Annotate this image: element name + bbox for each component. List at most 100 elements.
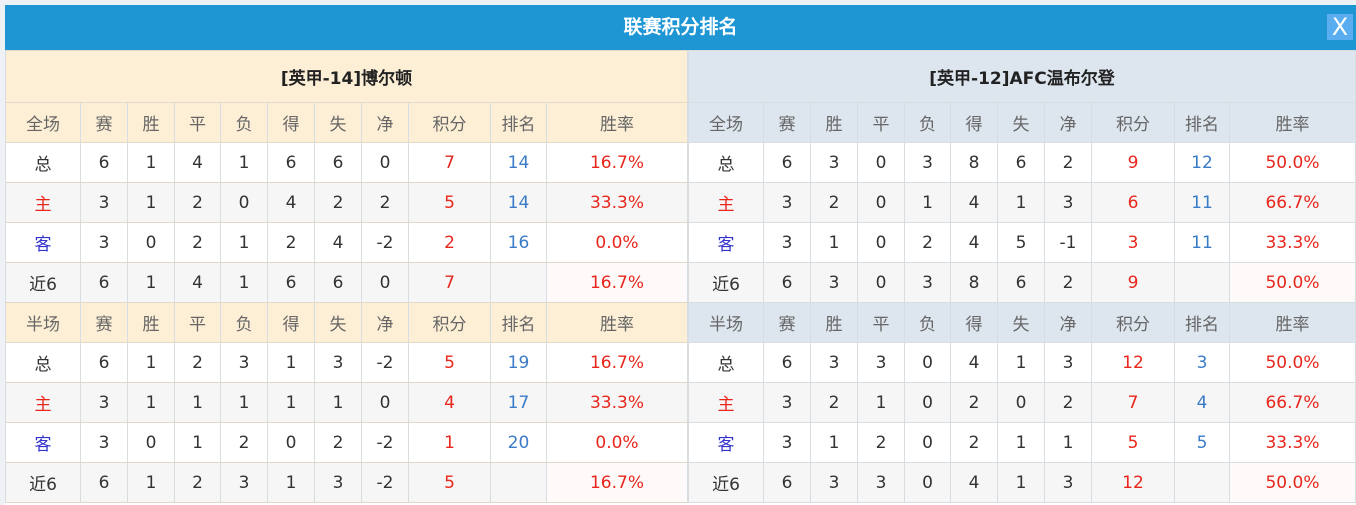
cell-goals-for: 4 (950, 462, 998, 503)
cell-rank: 16 (490, 222, 547, 263)
cell-drawn: 0 (857, 142, 905, 183)
cell-goal-diff: 2 (1044, 262, 1092, 303)
cell-points: 3 (1091, 222, 1175, 263)
cell-drawn: 0 (857, 222, 905, 263)
cell-points: 4 (408, 382, 491, 423)
cell-win-rate: 16.7% (546, 142, 688, 183)
away-team-table: [英甲-12]AFC温布尔登 全场赛胜平负得失净积分 排名 胜率总 6 3 0 3 8 6 2 9 12… (688, 50, 1356, 503)
column-header-goal-diff: 净 (361, 102, 409, 143)
column-header-drawn: 平 (857, 302, 905, 343)
cell-goal-diff: 3 (1044, 462, 1092, 503)
cell-win-rate: 33.3% (546, 182, 688, 223)
column-header-lost: 负 (220, 102, 268, 143)
cell-label: 主 (688, 182, 764, 223)
cell-goals-for: 0 (267, 422, 315, 463)
cell-rank (490, 262, 547, 303)
cell-rank: 14 (490, 182, 547, 223)
column-header-win-rate: 胜率 (1229, 102, 1356, 143)
team-name: [英甲-12]AFC温布尔登 (688, 50, 1356, 103)
cell-points: 7 (408, 262, 491, 303)
cell-win-rate: 66.7% (1229, 382, 1356, 423)
cell-goals-for: 1 (267, 382, 315, 423)
cell-goals-for: 2 (267, 222, 315, 263)
cell-goals-against: 2 (314, 422, 362, 463)
cell-drawn: 2 (174, 462, 221, 503)
cell-points: 12 (1091, 342, 1175, 383)
cell-lost: 2 (904, 222, 951, 263)
cell-win-rate: 16.7% (546, 262, 688, 303)
table-row: 主 3 1 2 0 4 2 2 5 14 33.3% (5, 182, 688, 223)
cell-goals-for: 4 (950, 342, 998, 383)
cell-points: 9 (1091, 142, 1175, 183)
column-header-played: 赛 (763, 102, 811, 143)
cell-points: 2 (408, 222, 491, 263)
cell-goal-diff: 2 (1044, 142, 1092, 183)
cell-played: 6 (763, 142, 811, 183)
cell-goal-diff: -2 (361, 342, 409, 383)
cell-points: 9 (1091, 262, 1175, 303)
cell-win-rate: 33.3% (1229, 222, 1356, 263)
cell-goals-against: 6 (314, 142, 362, 183)
column-header-played: 赛 (763, 302, 811, 343)
column-header-goals-for: 得 (267, 302, 315, 343)
standings-dialog: 联赛积分排名 X [英甲-14]博尔顿 全场赛胜平负得失净积分 排名 胜率总 6 1 4 1 6… (5, 5, 1356, 505)
cell-lost: 0 (220, 182, 268, 223)
cell-won: 3 (810, 262, 858, 303)
column-header-rank: 排名 (490, 302, 547, 343)
column-header-win-rate: 胜率 (546, 102, 688, 143)
cell-points: 5 (1091, 422, 1175, 463)
cell-rank (1174, 262, 1230, 303)
cell-rank: 3 (1174, 342, 1230, 383)
cell-label: 主 (688, 382, 764, 423)
column-header-goals-against: 失 (997, 102, 1045, 143)
cell-won: 0 (127, 422, 175, 463)
cell-label: 总 (5, 142, 81, 183)
cell-lost: 1 (220, 142, 268, 183)
table-row: 主 3 1 1 1 1 1 0 4 17 33.3% (5, 382, 688, 423)
cell-drawn: 0 (857, 262, 905, 303)
cell-played: 6 (763, 462, 811, 503)
team-header-row: [英甲-12]AFC温布尔登 (688, 50, 1356, 103)
column-header-row: 全场赛胜平负得失净积分 排名 胜率 (688, 102, 1356, 143)
cell-lost: 1 (904, 182, 951, 223)
cell-played: 6 (80, 342, 128, 383)
cell-lost: 1 (220, 262, 268, 303)
column-header-lost: 负 (904, 302, 951, 343)
column-header-won: 胜 (127, 302, 175, 343)
cell-goals-against: 5 (997, 222, 1045, 263)
column-header-row: 全场赛胜平负得失净积分 排名 胜率 (5, 102, 688, 143)
column-header-won: 胜 (810, 302, 858, 343)
cell-drawn: 2 (174, 342, 221, 383)
cell-lost: 0 (904, 462, 951, 503)
cell-win-rate: 0.0% (546, 222, 688, 263)
column-header-rank: 排名 (1174, 102, 1230, 143)
column-header-points: 积分 (408, 102, 491, 143)
cell-goals-for: 1 (267, 342, 315, 383)
cell-points: 6 (1091, 182, 1175, 223)
cell-label: 总 (688, 342, 764, 383)
cell-goal-diff: 2 (1044, 382, 1092, 423)
close-button[interactable]: X (1327, 14, 1353, 40)
column-header-lost: 负 (220, 302, 268, 343)
cell-points: 7 (1091, 382, 1175, 423)
cell-goals-for: 4 (950, 182, 998, 223)
table-row: 近6 6 1 4 1 6 6 0 7 16.7% (5, 262, 688, 303)
cell-goals-for: 1 (267, 462, 315, 503)
cell-rank: 12 (1174, 142, 1230, 183)
table-row: 近6 6 3 0 3 8 6 2 9 50.0% (688, 262, 1356, 303)
cell-goal-diff: -2 (361, 422, 409, 463)
cell-goals-for: 6 (267, 262, 315, 303)
column-header-goals-against: 失 (997, 302, 1045, 343)
cell-lost: 2 (220, 422, 268, 463)
column-header-goal-diff: 净 (1044, 102, 1092, 143)
cell-goal-diff: 1 (1044, 422, 1092, 463)
close-icon: X (1331, 13, 1349, 41)
cell-goals-for: 4 (267, 182, 315, 223)
cell-rank: 19 (490, 342, 547, 383)
cell-won: 1 (127, 342, 175, 383)
cell-goals-against: 1 (314, 382, 362, 423)
cell-drawn: 1 (174, 422, 221, 463)
column-header-points: 积分 (1091, 302, 1175, 343)
cell-lost: 1 (220, 382, 268, 423)
cell-win-rate: 50.0% (1229, 262, 1356, 303)
